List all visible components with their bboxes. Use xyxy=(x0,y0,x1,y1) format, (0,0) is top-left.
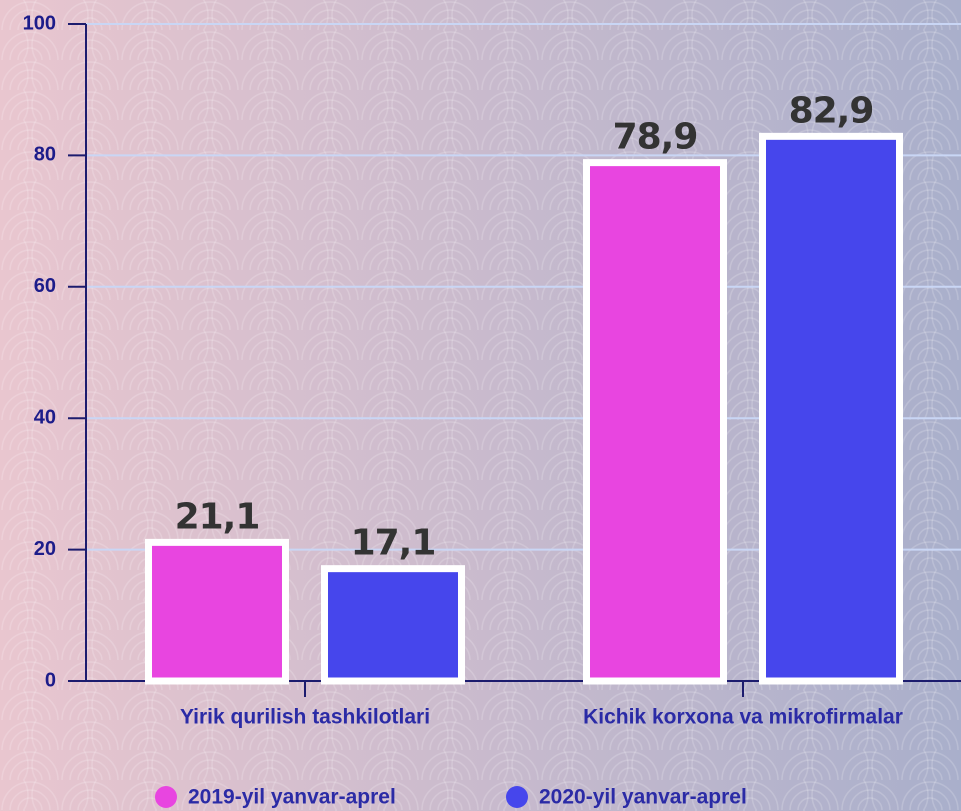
y-tick-label: 20 xyxy=(34,538,56,560)
bar xyxy=(145,538,289,685)
x-tick-label: Kichik korxona va mikrofirmalar xyxy=(583,706,903,729)
y-tick-label: 60 xyxy=(34,275,56,297)
bar xyxy=(321,565,465,685)
legend-label: 2019-yil yanvar-aprel xyxy=(188,786,396,809)
value-label: 82,9 xyxy=(789,90,874,131)
value-label: 78,9 xyxy=(613,117,698,158)
legend-marker xyxy=(506,786,528,808)
bar xyxy=(583,159,727,685)
y-tick-label: 0 xyxy=(45,669,56,691)
y-tick-label: 100 xyxy=(23,12,56,34)
legend-marker xyxy=(155,786,177,808)
x-tick-label: Yirik qurilish tashkilotlari xyxy=(180,706,430,729)
y-tick-label: 80 xyxy=(34,144,56,166)
value-label: 21,1 xyxy=(175,496,260,537)
legend-label: 2020-yil yanvar-aprel xyxy=(539,786,747,809)
value-label: 17,1 xyxy=(351,523,436,564)
y-tick-label: 40 xyxy=(34,406,56,428)
bar xyxy=(759,132,903,685)
